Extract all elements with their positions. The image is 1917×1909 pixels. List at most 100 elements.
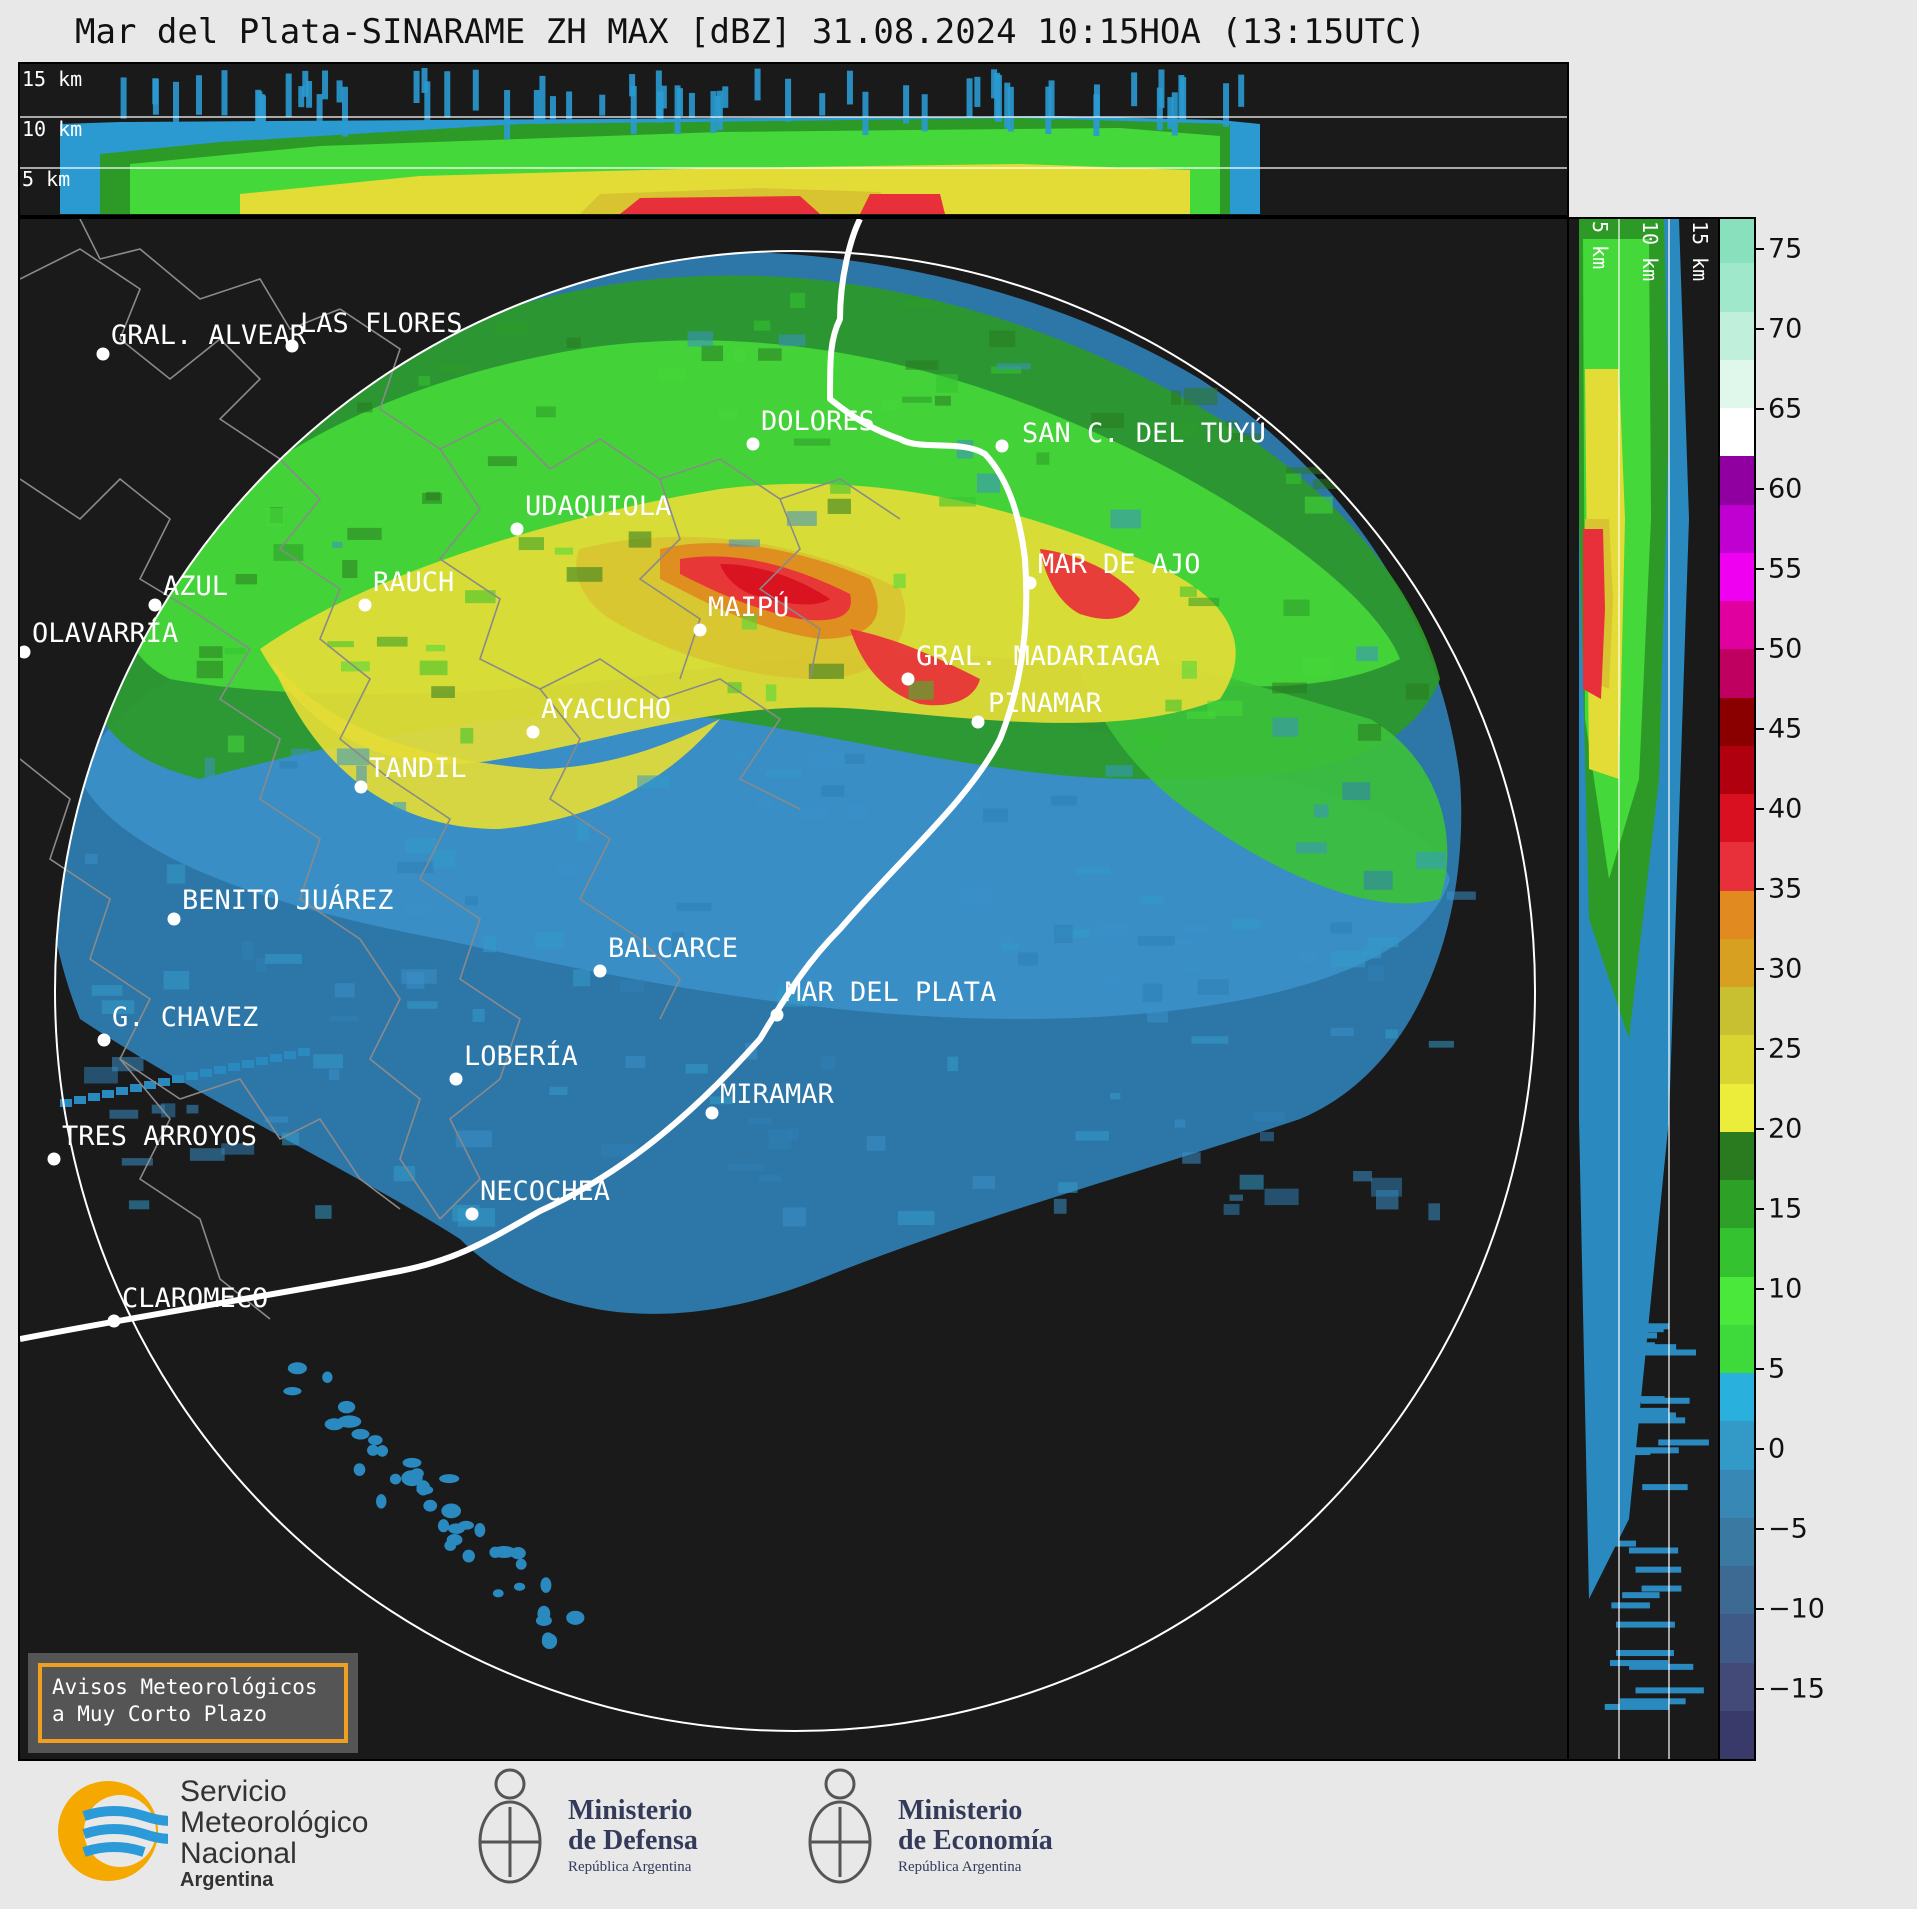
echo-texture (908, 680, 934, 700)
echo-speck (376, 1445, 389, 1457)
echo-speck (437, 1519, 450, 1533)
city-marker[interactable]: NECOCHEA (465, 1176, 611, 1221)
echo-texture (1253, 1112, 1286, 1122)
county-border (20, 758, 181, 1100)
echo-texture (196, 660, 223, 679)
echo-texture (227, 735, 245, 753)
xsec-spike (1641, 1344, 1677, 1351)
echo-texture (342, 560, 358, 579)
echo-texture (566, 567, 603, 582)
range-ring (54, 250, 1536, 1732)
city-marker[interactable]: PINAMAR (971, 688, 1103, 729)
colorbar-segment (1720, 1082, 1754, 1132)
xsec-spike (862, 91, 869, 136)
city-marker[interactable]: BENITO JUÁREZ (167, 884, 394, 926)
city-marker[interactable]: MAR DEL PLATA (770, 977, 997, 1022)
echo-texture (1139, 895, 1165, 904)
city-dot (995, 439, 1009, 453)
city-marker[interactable]: G. CHAVEZ (97, 1002, 259, 1047)
city-label: G. CHAVEZ (112, 1002, 258, 1033)
xsec-spike (1628, 1547, 1679, 1554)
echo-speck (537, 1605, 551, 1622)
colorbar-tick-label: 20 (1768, 1113, 1803, 1145)
colorbar-tick (1756, 248, 1764, 250)
echo-texture (1165, 699, 1182, 712)
top-cross-section-panel: 15 km 10 km 5 km (18, 62, 1569, 217)
echo-texture (163, 970, 190, 990)
xsec-spike (974, 76, 981, 107)
echo-texture (793, 438, 831, 446)
echo-speck (566, 1610, 585, 1625)
city-marker[interactable]: BALCARCE (593, 933, 739, 978)
echo-texture (1286, 467, 1324, 475)
city-marker[interactable]: LOBERÍA (449, 1040, 578, 1086)
xsec-spike (1642, 1484, 1688, 1491)
city-marker[interactable]: MIRAMAR (705, 1079, 835, 1120)
city-marker[interactable]: UDAQUIOLA (510, 491, 672, 536)
echo-texture (976, 473, 1001, 493)
city-marker[interactable]: MAR DE AJO (1023, 549, 1201, 590)
echo-texture (255, 958, 267, 972)
xsec-spike (1048, 80, 1055, 120)
city-marker[interactable]: OLAVARRÍA (20, 617, 178, 659)
avisos-badge[interactable]: Avisos Meteorológicos a Muy Corto Plazo (28, 1653, 358, 1753)
echo-texture (748, 1118, 772, 1125)
city-marker[interactable]: SAN C. DEL TUYÚ (995, 417, 1266, 453)
echo-texture (1191, 1036, 1229, 1044)
echo-speck (130, 1084, 142, 1092)
colorbar-segment (1720, 407, 1754, 457)
echo-texture (830, 484, 851, 494)
echo-texture (573, 969, 591, 987)
colorbar-tick-label: 35 (1768, 873, 1803, 905)
echo-speck (284, 1051, 296, 1059)
city-marker[interactable]: RAUCH (358, 567, 455, 612)
xsec-spike (1158, 69, 1165, 109)
colorbar-segment (1720, 600, 1754, 650)
echo-texture (897, 1210, 935, 1226)
echo-texture (315, 1205, 332, 1219)
city-label: SAN C. DEL TUYÚ (1022, 417, 1266, 449)
echo-texture (1053, 1198, 1067, 1214)
city-marker[interactable]: TRES ARROYOS (47, 1121, 258, 1166)
echo-texture (376, 636, 408, 647)
echo-speck (172, 1075, 184, 1083)
xsec-spike (152, 78, 159, 115)
city-marker[interactable]: TANDIL (354, 753, 467, 794)
city-marker[interactable]: AYACUCHO (526, 694, 672, 739)
city-marker[interactable]: LAS FLORES (285, 308, 463, 353)
city-marker[interactable]: MAIPÚ (693, 591, 790, 637)
echo-texture (1188, 597, 1220, 607)
radar-map-panel[interactable]: GRAL. ALVEAR LAS FLORES DOLORES SAN C. DEL … (18, 217, 1569, 1761)
colorbar-tick (1756, 408, 1764, 410)
colorbar-segment (1720, 937, 1754, 987)
echo-texture (982, 808, 1009, 823)
colorbar-tick (1756, 968, 1764, 970)
echo-speck (144, 1081, 156, 1089)
city-marker[interactable]: CLAROMECO (107, 1283, 269, 1328)
city-marker[interactable]: GRAL. ALVEAR (96, 320, 307, 361)
economia-line3: República Argentina (898, 1859, 1022, 1875)
echo-texture (1368, 965, 1384, 981)
city-dot (693, 623, 707, 637)
echo-texture (1104, 972, 1119, 987)
echo-texture (1272, 682, 1308, 694)
xsec-spike (1601, 1396, 1665, 1403)
colorbar-segment (1720, 1372, 1754, 1422)
city-marker[interactable]: GRAL. MADARIAGA (901, 641, 1160, 686)
echo-speck (416, 1485, 434, 1495)
city-marker[interactable]: DOLORES (746, 406, 875, 451)
smn-logo (48, 1776, 197, 1886)
echo-texture (432, 849, 456, 868)
echo-texture (765, 770, 802, 778)
city-marker[interactable]: AZUL (148, 571, 229, 612)
county-border (359, 938, 441, 1220)
city-label: BALCARCE (608, 933, 738, 964)
city-label: BENITO JUÁREZ (182, 884, 393, 916)
city-dot (20, 645, 31, 659)
echo-speck (116, 1087, 128, 1095)
echo-texture (1207, 700, 1243, 717)
xsec-spike (1609, 1660, 1669, 1667)
echo-texture (934, 395, 951, 406)
echo-texture (1170, 390, 1181, 405)
echo-texture (753, 320, 771, 331)
